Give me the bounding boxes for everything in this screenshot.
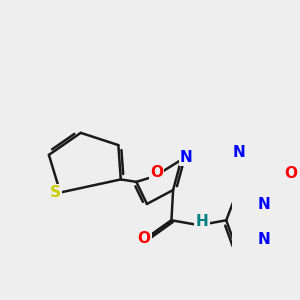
Text: N: N bbox=[258, 197, 270, 212]
Text: N: N bbox=[232, 145, 245, 160]
Text: N: N bbox=[258, 232, 270, 247]
Text: O: O bbox=[284, 167, 297, 182]
Text: N: N bbox=[180, 150, 193, 165]
Text: H: H bbox=[196, 214, 208, 229]
Text: O: O bbox=[150, 164, 163, 179]
Text: S: S bbox=[50, 185, 61, 200]
Text: O: O bbox=[137, 231, 151, 246]
